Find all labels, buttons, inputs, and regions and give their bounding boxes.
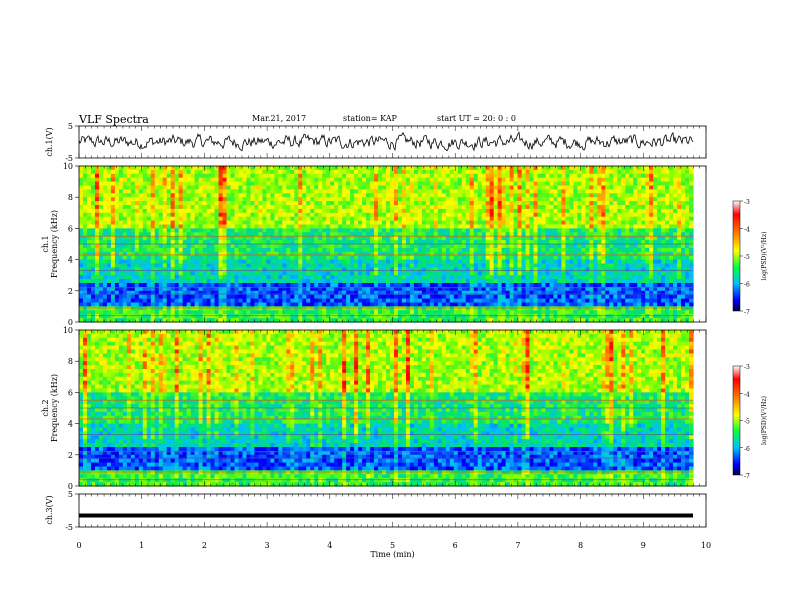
ch1-ylabel: ch.1(V) [45,127,54,156]
ch1-spec-ylabel-1: ch.1 [41,235,50,252]
ch1-colorbar-tick-4: -7 [744,309,750,316]
ch1-spectrogram [79,166,694,323]
ytick-label-3-1: -5 [65,523,73,532]
ytick-label-2-4: 8 [68,357,73,366]
ch2-colorbar-tick-0: -3 [744,364,750,371]
xaxis-title: Time (min) [370,550,414,559]
xtick-label-10: 10 [701,541,711,550]
xtick-label-8: 8 [578,541,583,550]
header-title: VLF Spectra [79,113,149,126]
ch2-spec-ylabel-1: ch.2 [41,399,50,416]
ch1-colorbar-tick-0: -3 [744,199,750,206]
xtick-label-3: 3 [265,541,270,550]
ch1-colorbar-tick-1: -4 [744,227,750,234]
ytick-label-1-1: 2 [68,287,73,296]
ytick-label-1-2: 4 [68,256,73,265]
ch2-colorbar [732,365,741,476]
ytick-label-1-5: 10 [63,162,73,171]
ytick-label-2-0: 0 [68,482,73,491]
ytick-label-1-4: 8 [68,193,73,202]
ytick-label-0-0: 5 [68,122,73,131]
ch1-colorbar-tick-2: -5 [744,254,750,261]
ch2-colorbar-tick-4: -7 [744,473,750,480]
ytick-label-1-0: 0 [68,318,73,327]
ytick-label-2-1: 2 [68,451,73,460]
ch1-colorbar-label: log(PSD)(V²/Hz) [761,232,768,281]
ch2-colorbar-label: log(PSD)(V²/Hz) [761,396,768,445]
ytick-label-1-3: 6 [68,224,73,233]
ch1-colorbar [732,200,741,312]
ch1-colorbar-tick-3: -6 [744,282,750,289]
xtick-label-2: 2 [202,541,207,550]
ytick-label-3-0: 5 [68,490,73,499]
ch2-colorbar-tick-2: -5 [744,419,750,426]
header-station: station= KAP [343,114,397,123]
ch2-spectrogram [79,330,694,487]
xtick-label-9: 9 [641,541,646,550]
header-start-time: start UT = 20: 0 : 0 [437,114,516,123]
ch2-colorbar-tick-3: -6 [744,446,750,453]
xtick-label-0: 0 [76,541,81,550]
ch3-ylabel: ch.3(V) [45,495,54,524]
xtick-label-5: 5 [390,541,395,550]
ch2-colorbar-tick-1: -4 [744,391,750,398]
xtick-label-7: 7 [515,541,520,550]
ytick-label-2-2: 4 [68,420,73,429]
ch2-spec-ylabel-2: Frequency (kHz) [50,374,59,442]
ytick-label-2-5: 10 [63,326,73,335]
ch1-spec-ylabel-2: Frequency (kHz) [50,210,59,278]
xtick-label-4: 4 [327,541,332,550]
ytick-label-0-1: -5 [65,154,73,163]
ytick-label-2-3: 6 [68,388,73,397]
header-date: Mar.21, 2017 [252,114,307,123]
ch1-waveform-series [78,131,694,152]
xtick-label-1: 1 [139,541,144,550]
xtick-label-6: 6 [453,541,458,550]
